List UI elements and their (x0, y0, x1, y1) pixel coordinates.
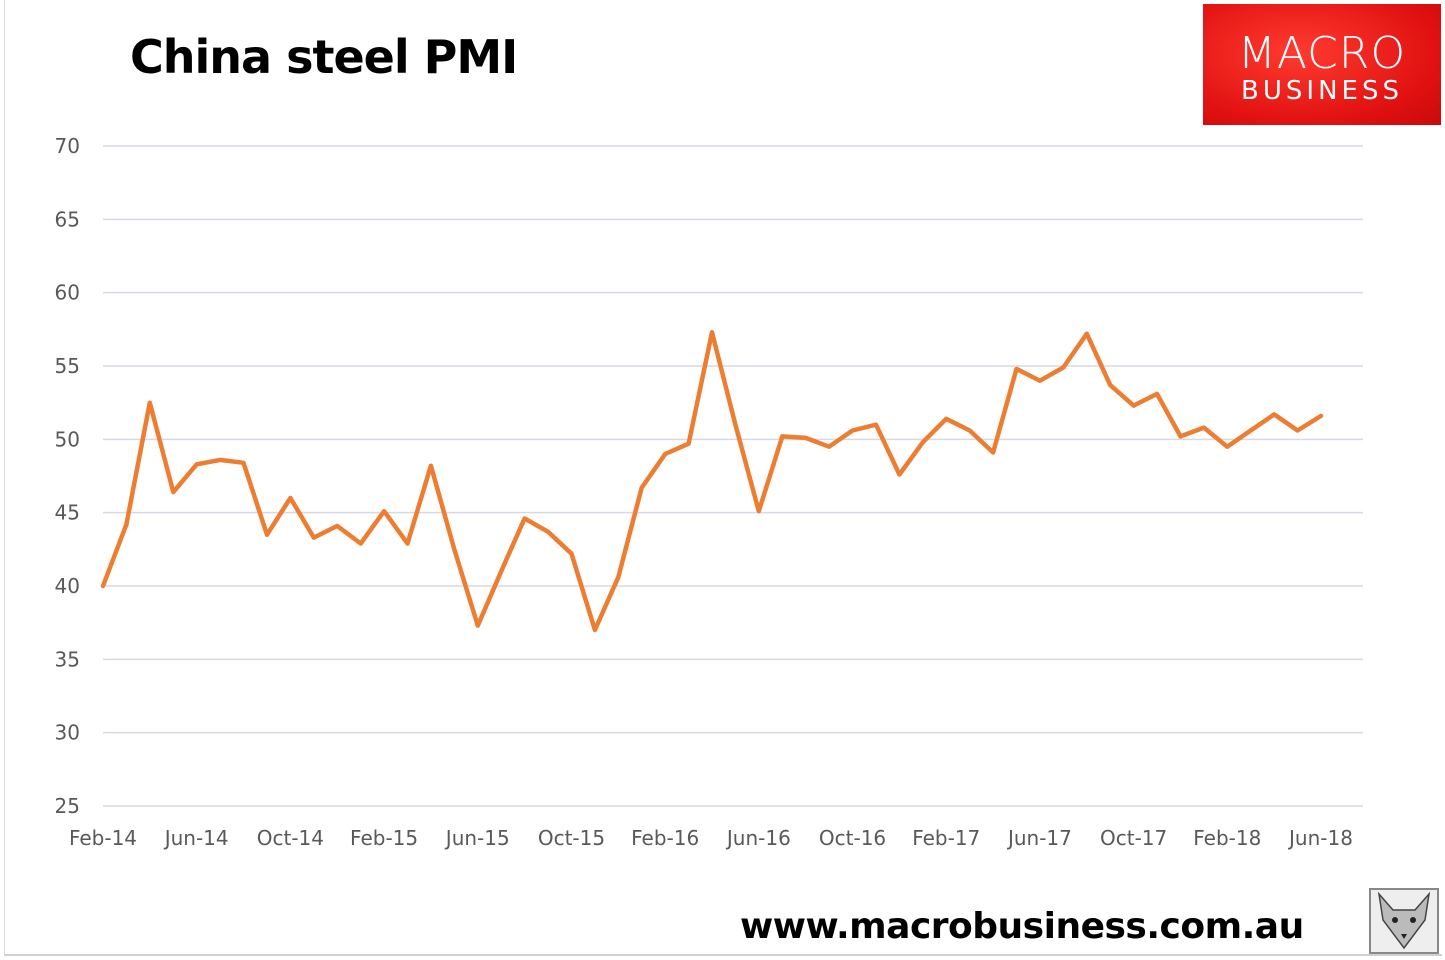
x-tick-label: Oct-16 (819, 826, 886, 850)
x-tick-label: Jun-16 (725, 826, 791, 850)
y-tick-label: 45 (55, 501, 80, 525)
chart-title: China steel PMI (130, 30, 518, 84)
y-tick-label: 25 (55, 794, 80, 818)
y-tick-label: 40 (55, 574, 80, 598)
x-tick-label: Jun-14 (163, 826, 229, 850)
x-tick-label: Feb-15 (350, 826, 418, 850)
y-tick-label: 60 (55, 281, 80, 305)
fox-mascot-icon (1369, 888, 1439, 954)
x-tick-label: Feb-14 (69, 826, 137, 850)
website-url: www.macrobusiness.com.au (740, 906, 1304, 947)
x-tick-label: Oct-17 (1100, 826, 1167, 850)
y-tick-label: 35 (55, 647, 80, 671)
x-tick-label: Jun-17 (1006, 826, 1072, 850)
y-tick-label: 70 (55, 134, 80, 158)
y-tick-label: 65 (55, 207, 80, 231)
logo-line1: MACRO (1237, 28, 1407, 79)
x-tick-label: Feb-16 (631, 826, 699, 850)
x-tick-label: Feb-18 (1193, 826, 1261, 850)
x-tick-label: Jun-15 (444, 826, 510, 850)
chart-frame (4, 0, 1442, 956)
x-tick-label: Feb-17 (912, 826, 980, 850)
x-tick-label: Oct-15 (538, 826, 605, 850)
y-tick-label: 30 (55, 721, 80, 745)
y-tick-label: 55 (55, 354, 80, 378)
x-tick-label: Jun-18 (1287, 826, 1353, 850)
y-tick-label: 50 (55, 427, 80, 451)
macrobusiness-logo: MACRO BUSINESS (1203, 4, 1441, 125)
logo-line2: BUSINESS (1241, 76, 1403, 106)
x-tick-label: Oct-14 (257, 826, 324, 850)
